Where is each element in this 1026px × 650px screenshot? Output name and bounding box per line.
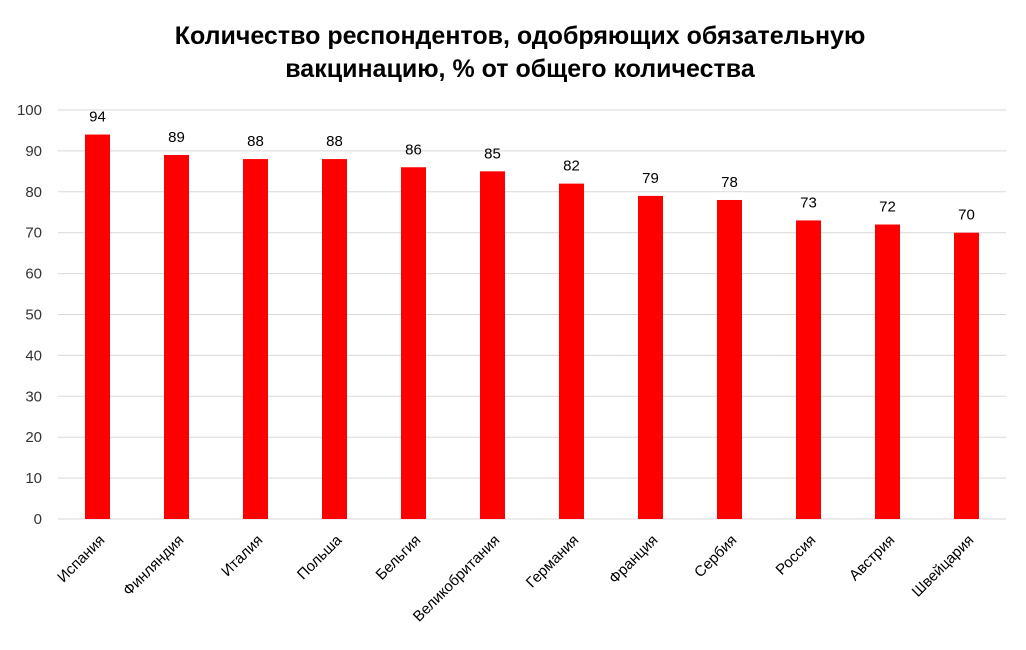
chart-title-line-1: Количество респондентов, одобряющих обяз…: [174, 22, 866, 50]
data-label: 86: [405, 141, 422, 158]
x-tick-label: Франция: [606, 532, 661, 587]
x-tick-label: Польша: [294, 531, 346, 583]
data-label: 73: [800, 194, 817, 211]
bar-7: [559, 183, 584, 519]
x-tick-label: Италия: [218, 532, 266, 580]
bar-8: [638, 195, 663, 519]
y-tick-label: 30: [25, 388, 42, 405]
bar-5: [401, 167, 426, 519]
data-label: 88: [326, 133, 343, 150]
y-tick-label: 0: [34, 511, 42, 528]
y-tick-label: 20: [25, 429, 42, 446]
bar-9: [717, 199, 742, 520]
data-label: 88: [247, 133, 264, 150]
data-label: 70: [958, 207, 975, 224]
data-label: 79: [642, 170, 659, 187]
bar-11: [875, 224, 900, 519]
y-tick-label: 40: [25, 347, 42, 364]
bar-3: [243, 159, 268, 519]
x-tick-label: Бельгия: [373, 532, 425, 584]
x-tick-label: Россия: [773, 532, 820, 579]
x-tick-label: Сербия: [691, 532, 740, 581]
y-tick-label: 100: [17, 102, 42, 119]
bar-1: [85, 134, 110, 520]
data-label: 78: [721, 174, 738, 191]
x-tick-label: Австрия: [846, 532, 898, 584]
y-tick-label: 90: [25, 143, 42, 160]
x-tick-label: Испания: [54, 532, 108, 586]
y-tick-label: 70: [25, 225, 42, 242]
data-label: 72: [879, 199, 896, 216]
data-label: 94: [89, 109, 106, 126]
x-tick-label: Великобритания: [410, 532, 503, 625]
y-tick-label: 80: [25, 184, 42, 201]
data-label: 89: [168, 129, 185, 146]
bar-4: [322, 159, 347, 519]
y-tick-label: 60: [25, 266, 42, 283]
bar-6: [480, 171, 505, 519]
data-label: 85: [484, 145, 501, 162]
x-tick-label: Финляндия: [120, 532, 188, 600]
data-label: 82: [563, 158, 580, 175]
x-tick-label: Германия: [523, 532, 583, 592]
chart-title-line-2: вакцинацию, % от общего количества: [285, 55, 755, 83]
chart-title: Количество респондентов, одобряющих обяз…: [140, 20, 900, 86]
x-tick-label: Швейцария: [909, 532, 978, 601]
bar-2: [164, 154, 189, 520]
y-tick-label: 50: [25, 307, 42, 324]
bar-10: [796, 220, 821, 519]
y-tick-label: 10: [25, 470, 42, 487]
bar-12: [954, 232, 979, 519]
